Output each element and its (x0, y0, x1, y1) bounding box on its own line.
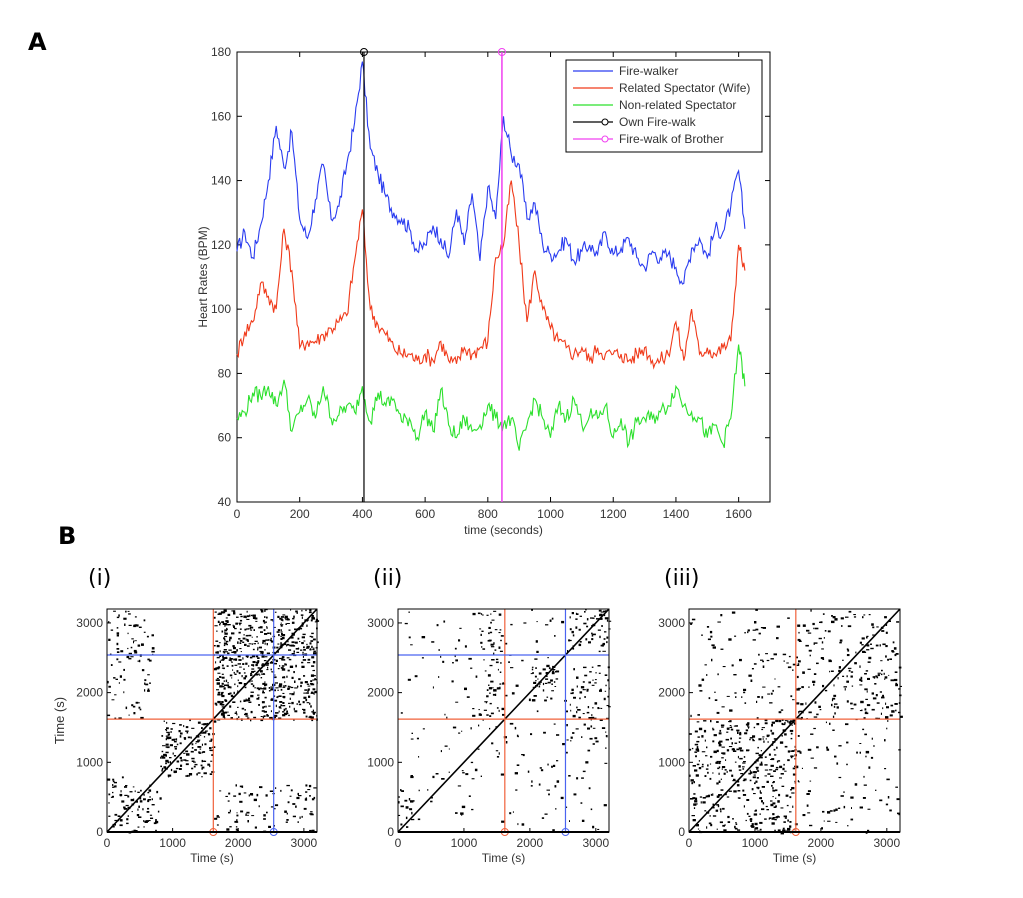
y-tick-label: 0 (96, 825, 103, 839)
legend-label: Non-related Spectator (619, 98, 736, 112)
legend-label: Related Spectator (Wife) (619, 81, 750, 95)
panel-label-b: B (58, 522, 77, 550)
recurrence-points (398, 609, 612, 833)
subplot-label-i: (i) (88, 566, 112, 591)
line-of-identity (106, 608, 318, 833)
x-tick-label: 800 (478, 507, 498, 521)
y-tick-label: 2000 (76, 686, 103, 700)
y-tick-label: 120 (211, 238, 231, 252)
y-tick-label: 3000 (658, 616, 685, 630)
panel-label-a: A (28, 28, 47, 56)
x-tick-label: 2000 (517, 836, 544, 850)
heart-rate-chart: 0 200 400 600 800 1000 1200 1400 1600 40 60 80 100 12… (196, 45, 771, 537)
x-tick-label: 1600 (725, 507, 752, 521)
y-tick-label: 140 (211, 174, 231, 188)
own-firewalk-marker (359, 48, 368, 56)
legend-marker (601, 118, 609, 126)
x-tick-label: 0 (686, 836, 693, 850)
y-axis-label: Heart Rates (BPM) (196, 226, 210, 327)
x-tick-label: 3000 (873, 836, 900, 850)
y-tick-label: 1000 (76, 755, 103, 769)
y-tick-label: 2000 (367, 686, 394, 700)
x-tick-label: 200 (290, 507, 310, 521)
x-tick-label: 1000 (537, 507, 564, 521)
subplot-label-ii: (ii) (373, 566, 403, 591)
recurrence-plot-i: 0 1000 2000 3000 0 1000 2000 3000 Time (s) Time (… (52, 608, 320, 865)
x-tick-label: 0 (234, 507, 241, 521)
x-tick-label: 400 (352, 507, 372, 521)
legend-label: Own Fire-walk (619, 115, 697, 129)
legend: Fire-walker Related Spectator (Wife) Non-r… (565, 59, 763, 153)
recurrence-points (689, 609, 903, 835)
recurrence-plot-ii: 0 1000 2000 3000 0 1000 2000 3000 Time (s) (367, 608, 612, 865)
x-tick-label: 0 (104, 836, 111, 850)
x-tick-label: 3000 (582, 836, 609, 850)
legend-label: Fire-walker (619, 64, 678, 78)
legend-box (565, 59, 763, 153)
x-tick-label: 600 (415, 507, 435, 521)
y-tick-label: 40 (218, 495, 232, 509)
x-tick-label: 2000 (808, 836, 835, 850)
x-tick-label: 1000 (742, 836, 769, 850)
x-tick-label: 1400 (663, 507, 690, 521)
plot-a-axes-box (236, 51, 771, 503)
x-tick-label: 1000 (451, 836, 478, 850)
x-tick-label: 3000 (291, 836, 318, 850)
y-tick-label: 1000 (658, 755, 685, 769)
y-tick-label: 1000 (367, 755, 394, 769)
legend-marker (601, 135, 609, 143)
y-tick-label: 2000 (658, 686, 685, 700)
y-tick-label: 0 (387, 825, 394, 839)
y-axis-label: Time (s) (52, 697, 67, 744)
series-nonrelated-line (236, 344, 746, 451)
x-tick-label: 2000 (225, 836, 252, 850)
x-axis-label: Time (s) (190, 851, 234, 865)
y-tick-label: 160 (211, 109, 231, 123)
y-tick-label: 3000 (76, 616, 103, 630)
y-tick-label: 180 (211, 45, 231, 59)
y-tick-label: 100 (211, 302, 231, 316)
line-of-identity (688, 608, 901, 833)
y-tick-label: 3000 (367, 616, 394, 630)
x-tick-label: 1000 (159, 836, 186, 850)
legend-label: Fire-walk of Brother (619, 132, 724, 146)
recurrence-points (107, 609, 320, 834)
y-tick-label: 80 (218, 366, 232, 380)
x-axis-label: Time (s) (773, 851, 817, 865)
x-axis-label: time (seconds) (464, 523, 543, 537)
y-tick-label: 60 (218, 431, 232, 445)
subplot-label-iii: (iii) (664, 566, 700, 591)
recurrence-plots: 0 1000 2000 3000 0 1000 2000 3000 Time (s) Time (… (52, 608, 903, 865)
x-tick-label: 1200 (600, 507, 627, 521)
series-firewalker-line (236, 61, 746, 285)
recurrence-plot-iii: 0 1000 2000 3000 0 1000 2000 3000 Time (s) (658, 608, 903, 865)
x-axis-label: Time (s) (482, 851, 526, 865)
line-of-identity (397, 608, 610, 833)
x-tick-label: 0 (395, 836, 402, 850)
series-wife-line (236, 180, 746, 370)
brother-firewalk-marker (497, 48, 506, 56)
y-tick-label: 0 (678, 825, 685, 839)
